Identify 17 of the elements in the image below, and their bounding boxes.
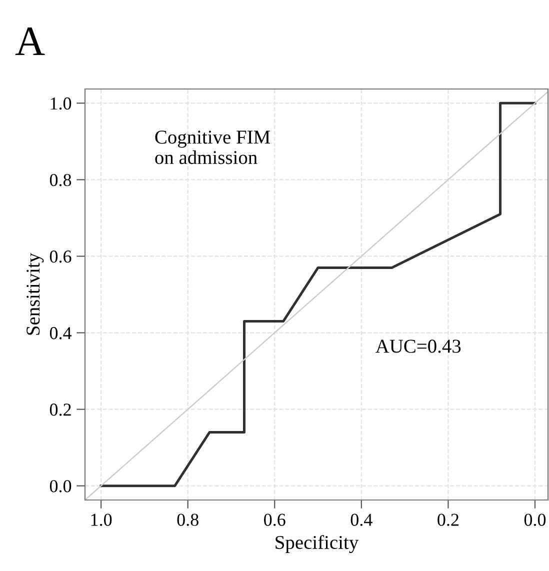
annotation: Cognitive FIM on admission [155,130,270,164]
x-axis-title: Specificity [276,535,359,554]
y-tick-label: 0.2 [50,404,71,416]
y-tick-label: 0.8 [50,174,72,186]
y-tick-label: 0.0 [50,480,72,492]
annotation: AUC=0.43 [376,340,461,353]
y-tick-label: 1.0 [50,97,72,110]
y-axis-title: Sensitivity [26,252,44,335]
y-tick-label: 0.6 [50,250,72,263]
x-tick-label: 0.2 [438,514,458,526]
x-tick-label: 0.0 [524,514,546,526]
y-tick-label: 0.4 [50,327,72,340]
x-tick-label: 0.8 [177,514,198,526]
x-tick-label: 1.0 [91,514,112,526]
x-tick-label: 0.6 [264,514,286,526]
chart-title: A [15,27,45,55]
x-tick-label: 0.4 [350,514,372,526]
